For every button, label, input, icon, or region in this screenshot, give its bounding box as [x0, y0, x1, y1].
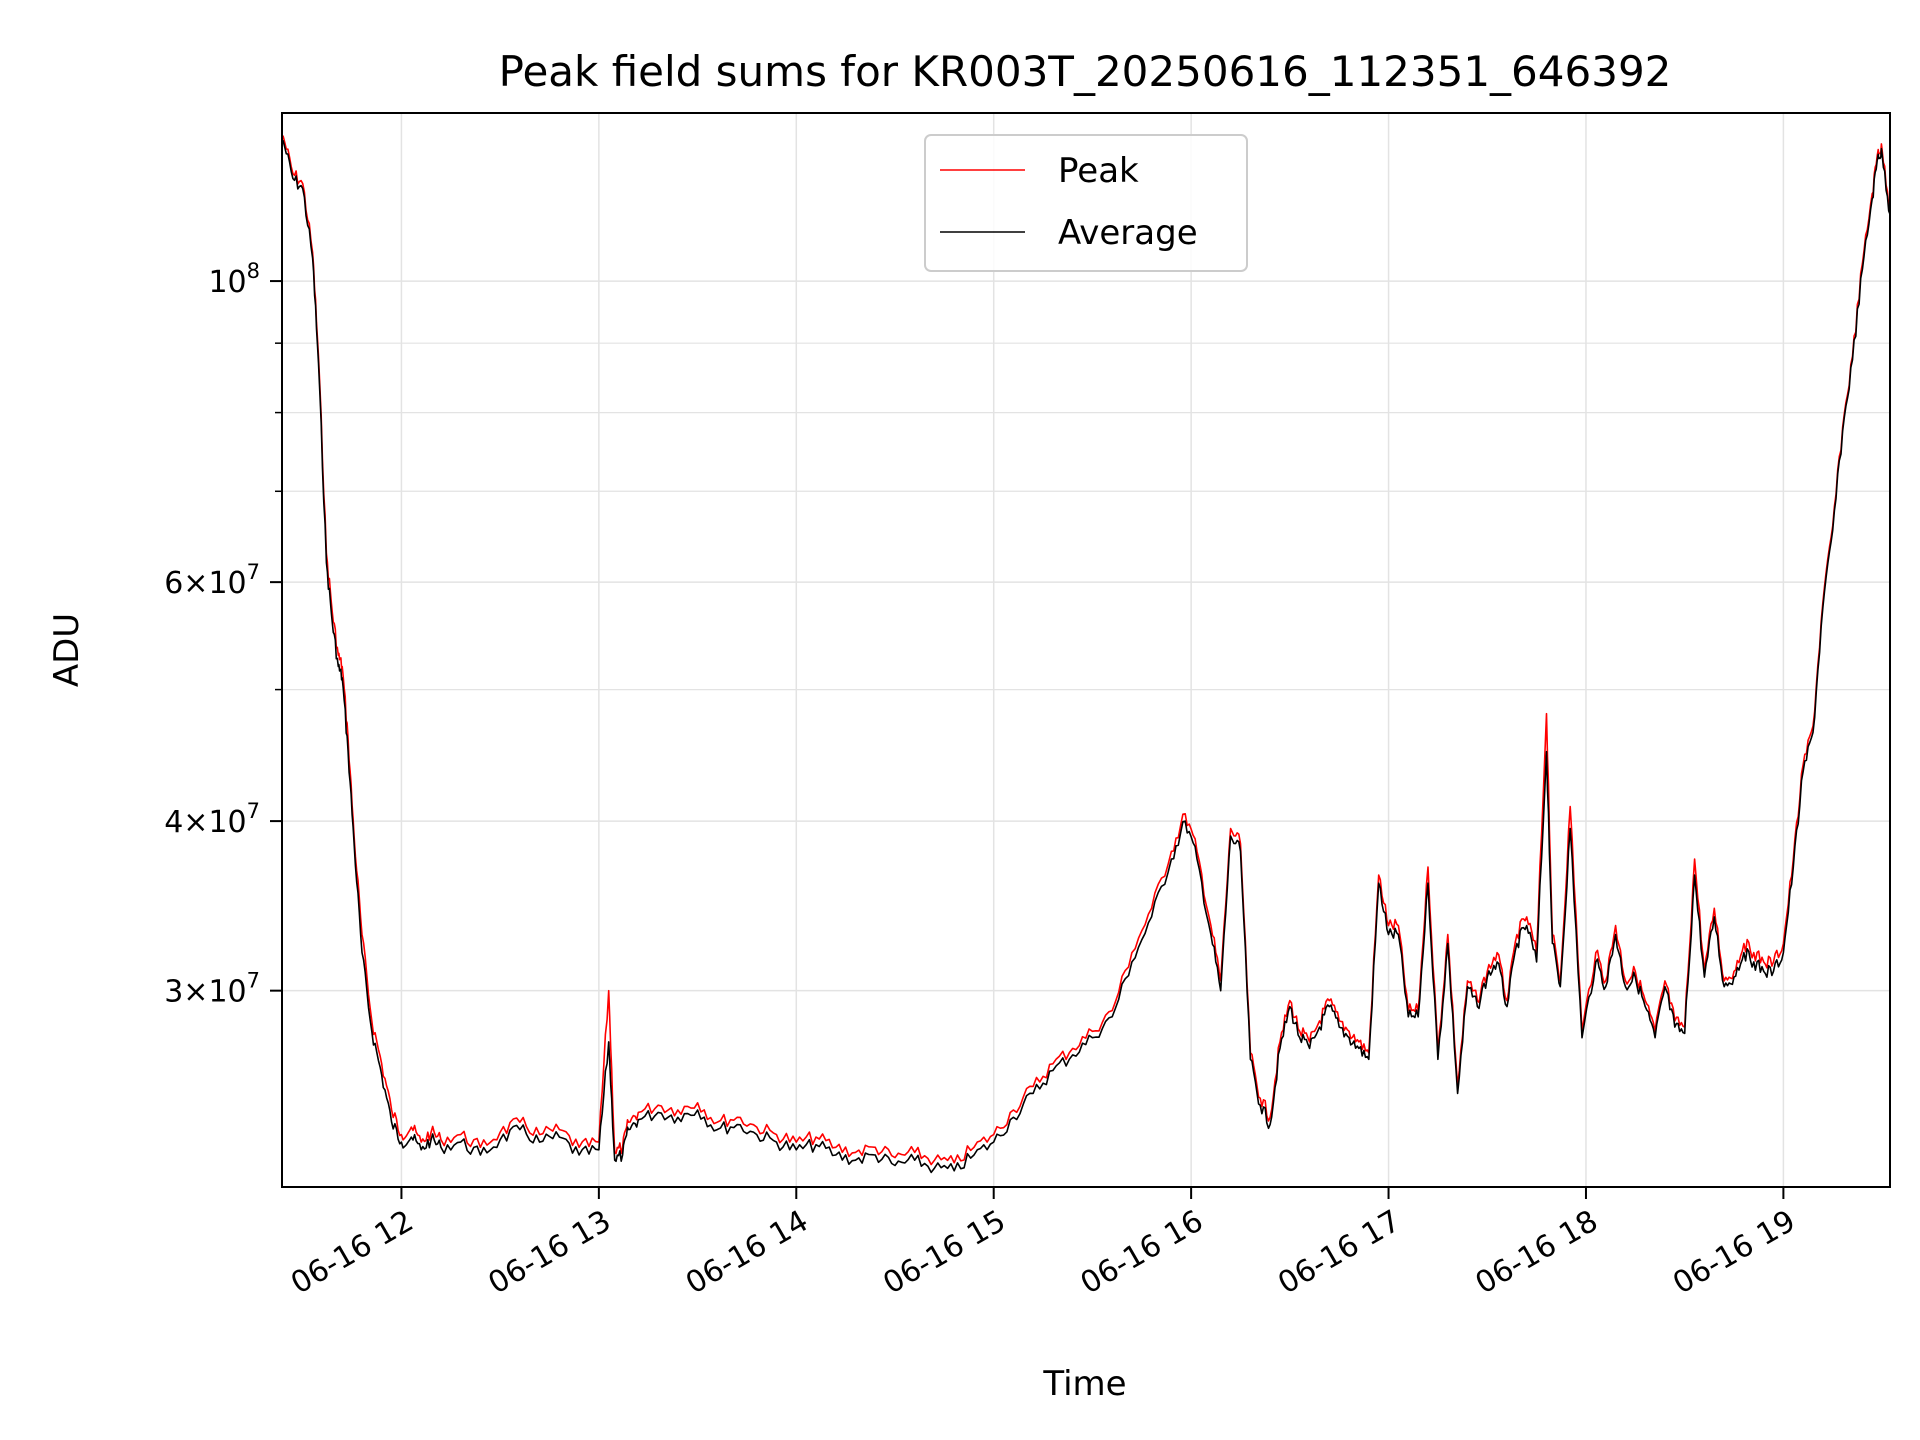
y-tick-label: 6×107	[164, 560, 260, 601]
grid-lines	[282, 113, 1890, 1187]
series-layer	[282, 135, 1890, 1174]
legend: Peak Average	[924, 134, 1248, 272]
series-line-average	[282, 140, 1890, 1174]
chart-title: Peak field sums for KR003T_20250616_1123…	[499, 47, 1672, 96]
plot-frame	[281, 112, 1891, 1188]
y-tick-label: 4×107	[164, 799, 260, 840]
legend-label-peak: Peak	[1058, 151, 1139, 191]
x-axis-title: Time	[1042, 1364, 1126, 1404]
y-axis-title: ADU	[47, 613, 87, 687]
legend-label-average: Average	[1058, 213, 1198, 253]
legend-box	[924, 134, 1248, 272]
y-tick-label: 3×107	[164, 969, 260, 1010]
